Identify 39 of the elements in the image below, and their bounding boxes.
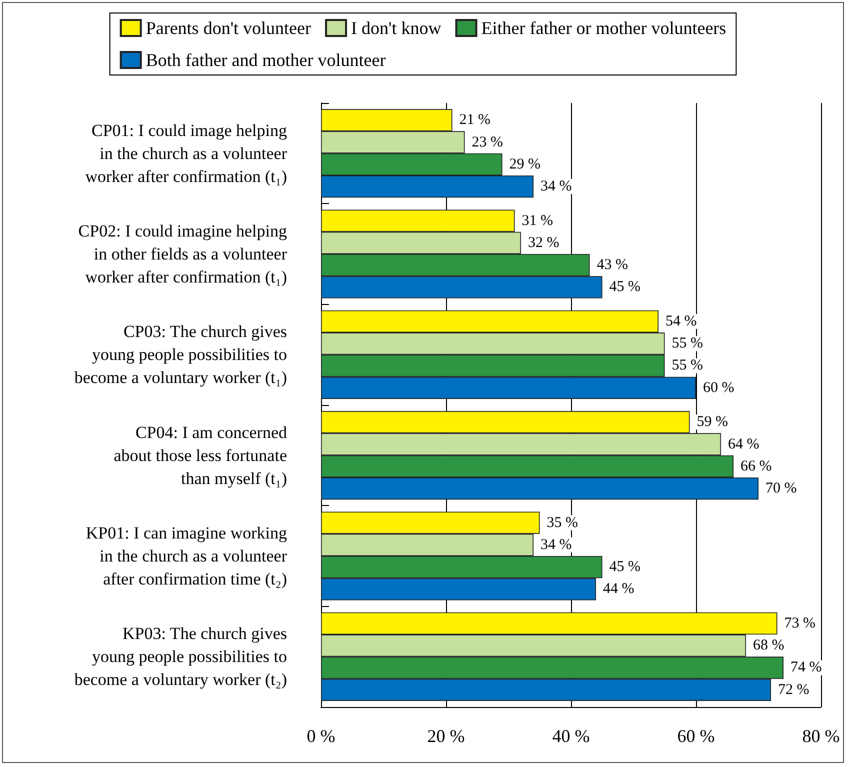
- legend-label: Both father and mother volunteer: [146, 50, 386, 70]
- data-label: 59 %: [696, 414, 728, 430]
- y-tick-label: CP01: I could image helping in the church as a volunteer worker after confirmation (t₁): [85, 120, 288, 186]
- data-label: 64 %: [728, 436, 760, 452]
- data-label: 31 %: [522, 212, 553, 229]
- data-label: 43 %: [596, 257, 628, 274]
- x-tick-label: 40 %: [552, 726, 590, 746]
- data-label: 68 %: [753, 638, 784, 654]
- data-label: 55 %: [672, 358, 703, 374]
- data-label: 23 %: [472, 134, 503, 150]
- data-label: 66 %: [740, 458, 772, 474]
- data-label: 74 %: [790, 660, 822, 676]
- data-label: 72 %: [778, 682, 810, 698]
- data-label: 60 %: [703, 380, 734, 396]
- data-label: 34 %: [540, 536, 572, 553]
- y-tick-label: CP02: I could imagine helping in other fields as a volunteer worker after confirmation (t₁): [78, 222, 288, 286]
- data-label: 54 %: [666, 313, 697, 330]
- data-label: 55 %: [672, 336, 703, 352]
- data-label: 21 %: [459, 112, 490, 128]
- x-tick-label: 80 %: [802, 726, 840, 746]
- data-label: 34 %: [540, 178, 572, 195]
- data-label: 73 %: [784, 615, 816, 632]
- legend-label: Either father or mother volunteers: [481, 18, 726, 38]
- data-label: 44 %: [603, 581, 634, 598]
- y-tick-label: CP04: I am concerned about those less fortunate than myself (t₁): [114, 422, 288, 488]
- y-tick-label: KP01: I can imagine working in the church as a volunteer after confirmation time (t₂): [86, 524, 288, 588]
- data-label: 32 %: [528, 234, 560, 251]
- data-label: 45 %: [609, 559, 640, 576]
- data-label: 45 %: [609, 279, 640, 296]
- legend-label: Parents don't volunteer: [146, 18, 312, 38]
- x-tick-label: 20 %: [427, 726, 465, 746]
- data-label: 29 %: [509, 156, 540, 172]
- data-label: 35 %: [546, 514, 578, 531]
- y-tick-label: CP03: The church gives young people possibilities to become a voluntary worker (t₁): [74, 322, 287, 388]
- legend-label: I don't know: [351, 18, 442, 38]
- y-tick-label: KP03: The church gives young people possibilities to become a voluntary worker (t₂): [74, 624, 287, 690]
- x-tick-label: 0 %: [306, 726, 336, 746]
- x-tick-label: 60 %: [677, 726, 715, 746]
- data-label: 70 %: [766, 480, 797, 497]
